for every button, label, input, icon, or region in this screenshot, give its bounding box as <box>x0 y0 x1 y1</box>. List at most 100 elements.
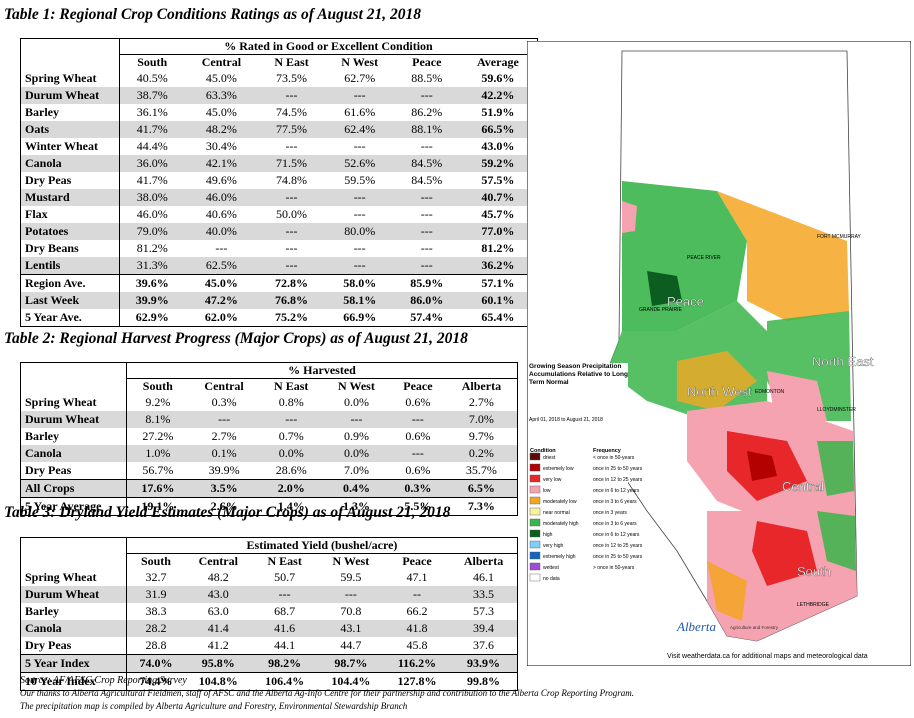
value-cell: 41.7% <box>119 121 185 138</box>
value-cell: 0.0% <box>343 395 369 409</box>
value-cell: 48.2% <box>184 121 259 138</box>
value-cell: 0.6% <box>405 429 431 443</box>
website-note: Visit weatherdata.ca for additional maps… <box>667 653 868 660</box>
legend-label: low <box>543 488 551 494</box>
legend-swatch <box>529 507 541 516</box>
value-cell: 43.1 <box>317 620 384 637</box>
value-cell: 36.0% <box>119 155 185 172</box>
legend-swatch <box>529 551 541 560</box>
table-row: Oats 41.7% 48.2% 77.5% 62.4% 88.1% 66.5% <box>20 121 538 138</box>
value-cell: 68.7 <box>274 604 296 618</box>
value-cell: 57.5% <box>458 172 538 189</box>
row-label: Barley <box>20 428 127 445</box>
city-fort-mcmurray: FORT MCMURRAY <box>817 234 862 240</box>
northwest-orange <box>677 351 757 411</box>
value-cell: 106.4% <box>251 672 318 691</box>
value-cell: 43.0 <box>184 586 252 603</box>
legend-label: extremely low <box>543 466 574 472</box>
value-cell: 8.1% <box>125 411 189 428</box>
table-summary-row: Region Ave. 39.6% 45.0% 72.8% 58.0% 85.9% 57.1… <box>20 274 538 292</box>
table-row: Flax 46.0% 40.6% 50.0% --- --- 45.7% <box>20 206 538 223</box>
table-row: Lentils 31.3% 62.5% --- --- --- 36.2% <box>20 257 538 275</box>
table-row: Durum Wheat 8.1% --- --- --- --- 7.0% <box>20 411 518 428</box>
legend-swatch <box>529 573 541 582</box>
value-cell: 116.2% <box>383 654 451 673</box>
value-cell: 41.7% <box>119 172 185 189</box>
value-cell: --- <box>251 586 318 603</box>
value-cell: 37.6 <box>450 637 519 655</box>
legend-frequency: < once in 50-years <box>593 455 635 461</box>
legend-swatch <box>529 474 541 483</box>
value-cell: 86.2% <box>411 105 443 119</box>
value-cell: 32.7 <box>125 569 185 586</box>
column-header: Central <box>201 55 242 69</box>
legend-frequency: > once in 50-years <box>593 565 635 571</box>
value-cell: 0.9% <box>343 429 369 443</box>
value-cell: --- <box>353 207 366 221</box>
row-label: All Crops <box>20 479 127 498</box>
row-label: Durum Wheat <box>20 87 120 104</box>
legend-swatch <box>529 562 541 571</box>
value-cell: 1.3% <box>322 497 390 516</box>
value-cell: 47.2% <box>184 292 259 309</box>
header-blank <box>20 553 127 569</box>
column-header: N East <box>274 379 309 393</box>
table-row: Barley 36.1% 45.0% 74.5% 61.6% 86.2% 51.9% <box>20 104 538 121</box>
value-cell: 47.1 <box>406 570 428 584</box>
footer-source: Source: AF/AFSC Crop Reporting Survey <box>20 675 187 686</box>
region-label-south: South <box>797 564 831 579</box>
value-cell: 41.8 <box>383 620 451 637</box>
value-cell: 72.8% <box>258 274 325 292</box>
value-cell: 45.8 <box>406 638 428 652</box>
value-cell: 0.0% <box>322 445 390 462</box>
legend-label: driest <box>543 455 556 461</box>
footer-thanks: Our thanks to Alberta Agricultural Field… <box>20 688 634 698</box>
value-cell: 9.2% <box>125 394 189 411</box>
table-row: Spring Wheat 40.5% 45.0% 73.5% 62.7% 88.5% 59.… <box>20 70 538 87</box>
value-cell: 66.9% <box>324 309 395 327</box>
value-cell: --- <box>394 87 459 104</box>
value-cell: 84.5% <box>394 155 459 172</box>
value-cell: 59.5% <box>344 173 376 187</box>
value-cell: 79.0% <box>119 223 185 240</box>
value-cell: 9.7% <box>445 428 518 445</box>
value-cell: 49.6% <box>205 173 237 187</box>
row-label: Winter Wheat <box>20 138 120 155</box>
value-cell: 51.9% <box>458 104 538 121</box>
column-header: Central <box>198 554 238 568</box>
value-cell: 39.9% <box>119 292 185 309</box>
header-blank <box>20 378 127 394</box>
value-cell: --- <box>258 257 325 275</box>
value-cell: 58.0% <box>324 274 395 292</box>
legend-swatch <box>529 529 541 538</box>
row-label: Spring Wheat <box>20 569 127 586</box>
table-columns-row: South Central N East N West Peace Average <box>20 54 538 70</box>
value-cell: 65.4% <box>458 309 538 327</box>
value-cell: --- <box>322 411 390 428</box>
value-cell: 45.0% <box>184 274 259 292</box>
value-cell: 30.4% <box>205 139 237 153</box>
value-cell: 42.2% <box>458 87 538 104</box>
value-cell: 61.6% <box>344 105 376 119</box>
value-cell: 57.3 <box>450 603 519 620</box>
table-row: Barley 27.2% 2.7% 0.7% 0.9% 0.6% 9.7% <box>20 428 518 445</box>
city-grande-prairie: GRANDE PRAIRIE <box>639 307 682 313</box>
value-cell: 44.1 <box>274 638 296 652</box>
legend-frequency: once in 25 to 50 years <box>593 466 643 472</box>
value-cell: 42.1% <box>184 155 259 172</box>
region-label-northwest: North West <box>687 384 752 399</box>
value-cell: 104.8% <box>184 672 252 691</box>
value-cell: 50.0% <box>276 207 308 221</box>
table-row: Dry Peas 28.8 41.2 44.1 44.7 45.8 37.6 <box>20 637 519 655</box>
row-label: Spring Wheat <box>20 70 120 87</box>
crop-conditions-table: % Rated in Good or Excellent Condition So… <box>20 38 538 327</box>
row-label: Durum Wheat <box>20 411 127 428</box>
value-cell: 62.0% <box>184 309 259 327</box>
value-cell: 52.6% <box>324 155 395 172</box>
value-cell: 81.2% <box>458 240 538 257</box>
value-cell: 81.2% <box>119 240 185 257</box>
brand-subtitle: Agriculture and Forestry <box>730 625 779 630</box>
value-cell: 77.0% <box>458 223 538 240</box>
table-row: All Crops 17.6% 3.5% 2.0% 0.4% 0.3% 6.5% <box>20 479 518 498</box>
value-cell: 75.2% <box>258 309 325 327</box>
